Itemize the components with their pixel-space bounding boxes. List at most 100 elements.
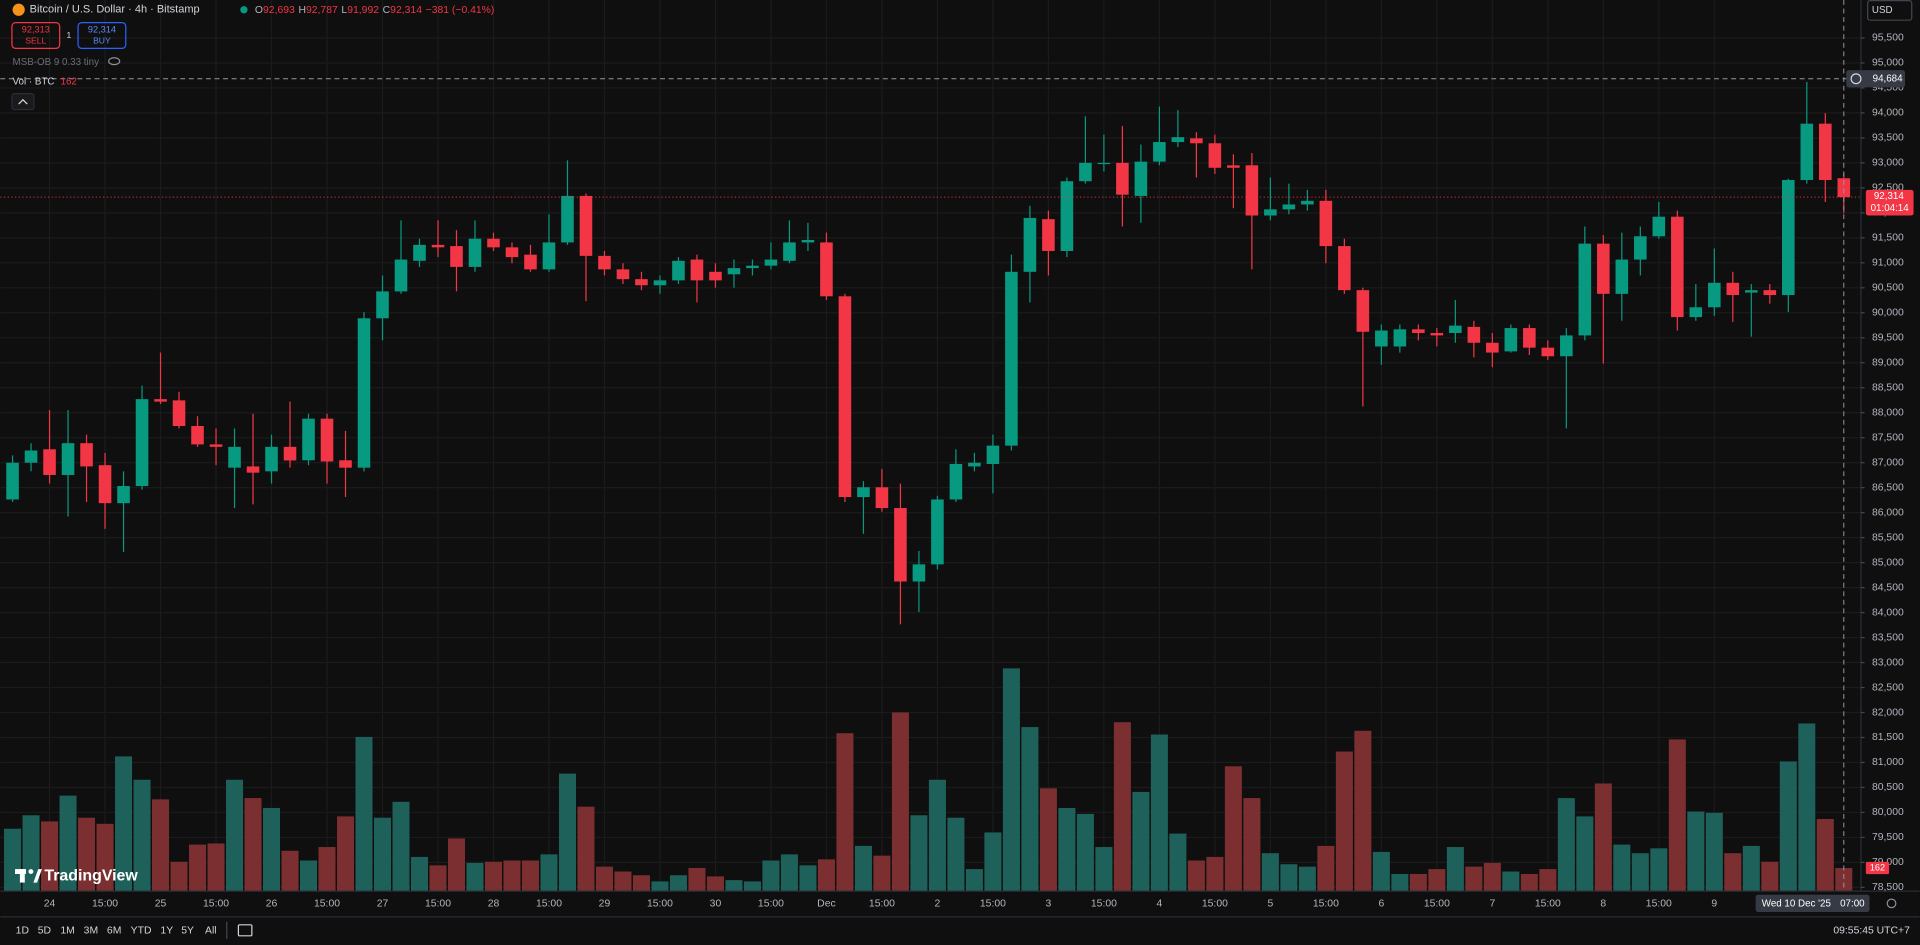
volume-bar <box>244 798 262 892</box>
add-alert-icon[interactable] <box>1850 73 1862 85</box>
buy-button[interactable] <box>77 22 127 49</box>
volume-bar <box>59 795 77 892</box>
volume-bar <box>1816 818 1834 892</box>
y-tick-label: 85,000 <box>1872 557 1904 568</box>
timeframe-button[interactable]: 1D <box>16 926 29 937</box>
candle-body <box>339 460 352 468</box>
x-tick-label: 26 <box>266 899 278 910</box>
indicator-legend[interactable]: MSB-OB 9 0.33 tiny <box>13 57 100 68</box>
timeframe-button[interactable]: 1M <box>60 926 74 937</box>
volume-bar <box>614 871 632 892</box>
candle-body <box>487 238 500 248</box>
candle-body <box>672 260 685 281</box>
settings-icon[interactable] <box>1886 898 1897 909</box>
y-tick-label: 84,500 <box>1872 582 1904 593</box>
candle-body <box>1153 142 1166 162</box>
timeframe-button[interactable]: 5Y <box>181 926 194 937</box>
volume-bar <box>503 860 521 892</box>
candle-body <box>1116 162 1129 195</box>
y-tick-label: 95,500 <box>1872 33 1904 44</box>
volume-bar <box>1002 668 1020 892</box>
candle-body <box>246 466 260 473</box>
volume-bar <box>207 843 225 892</box>
l-label: L <box>341 5 347 16</box>
candle-body <box>450 246 463 267</box>
y-tick-label: 79,500 <box>1872 832 1904 843</box>
volume-bar <box>1613 844 1631 892</box>
volume-bar <box>1354 730 1372 892</box>
candle-body <box>1745 290 1758 293</box>
volume-bar <box>836 733 854 892</box>
candle-body <box>228 446 241 468</box>
volume-bar <box>41 821 59 892</box>
sell-label: SELL <box>25 35 46 45</box>
volume-bar <box>965 869 983 892</box>
calendar-icon[interactable] <box>237 924 253 937</box>
ohlc-legend: O92,693 H92,787 L91,992 C92,314 −381 (−0.41%… <box>255 5 494 16</box>
sell-button[interactable] <box>11 22 61 49</box>
volume-bar <box>910 815 928 892</box>
candle-body <box>1449 325 1462 333</box>
volume-bar <box>281 850 299 892</box>
candle-body <box>1338 246 1351 291</box>
timeframe-button[interactable]: All <box>205 926 217 937</box>
candle-body <box>1578 243 1592 336</box>
eye-icon[interactable] <box>108 57 121 66</box>
candle-body <box>1467 326 1481 343</box>
volume-bar <box>1317 845 1335 892</box>
volume-bar <box>1465 866 1483 892</box>
volume-bar <box>373 817 392 892</box>
volume-bar <box>558 773 576 892</box>
volume-bar <box>984 832 1002 892</box>
volume-bar <box>854 845 872 892</box>
symbol-title[interactable]: Bitcoin / U.S. Dollar · 4h · Bitstamp <box>30 4 200 16</box>
volume-bar <box>1650 848 1668 892</box>
timeframe-button[interactable]: 5D <box>38 926 51 937</box>
x-tick-label: 15:00 <box>425 899 451 910</box>
candle-body <box>783 242 796 261</box>
y-tick-label: 89,000 <box>1872 358 1904 369</box>
x-tick-label: 27 <box>377 899 389 910</box>
candle-body <box>1597 243 1610 294</box>
volume-bar <box>706 876 724 892</box>
volume-bar <box>4 828 22 892</box>
grid <box>0 0 1861 892</box>
candle-body <box>653 280 667 286</box>
collapse-button[interactable] <box>11 93 35 111</box>
volume-pane <box>4 668 1853 892</box>
candle-body <box>1079 162 1092 182</box>
volume-bar <box>466 862 484 892</box>
timeframe-button[interactable]: 1Y <box>160 926 173 937</box>
volume-bar <box>669 875 687 892</box>
volume-bar <box>392 801 410 892</box>
timeframe-button[interactable]: 6M <box>107 926 121 937</box>
o-value: 92,693 <box>263 5 295 16</box>
candle-body <box>1412 329 1425 333</box>
currency-button[interactable] <box>1867 0 1913 21</box>
change: −381 (−0.41%) <box>426 5 495 16</box>
candle-body <box>1097 162 1111 165</box>
volume-bar <box>1169 833 1187 892</box>
x-tick-label: 28 <box>488 899 500 910</box>
candle-body <box>598 255 611 270</box>
candle-body <box>1171 137 1185 143</box>
x-tick-label: Dec <box>817 899 835 910</box>
volume-bar <box>22 815 40 892</box>
x-tick-label: 15:00 <box>1646 899 1672 910</box>
candle-body <box>1560 335 1573 357</box>
timeframe-button[interactable]: YTD <box>131 926 152 937</box>
candle-body <box>1190 138 1203 144</box>
volume-bar <box>725 880 743 892</box>
y-tick-label: 91,000 <box>1872 258 1904 269</box>
y-tick-label: 82,000 <box>1872 707 1904 718</box>
volume-value-label: 162 <box>1870 862 1885 872</box>
candle-body <box>1005 271 1018 446</box>
candle-body <box>1282 204 1296 210</box>
volume-bar <box>189 844 207 892</box>
volume-bar <box>1335 751 1353 892</box>
o-label: O <box>255 5 263 16</box>
candle-body <box>1652 216 1666 237</box>
timeframe-button[interactable]: 3M <box>84 926 98 937</box>
